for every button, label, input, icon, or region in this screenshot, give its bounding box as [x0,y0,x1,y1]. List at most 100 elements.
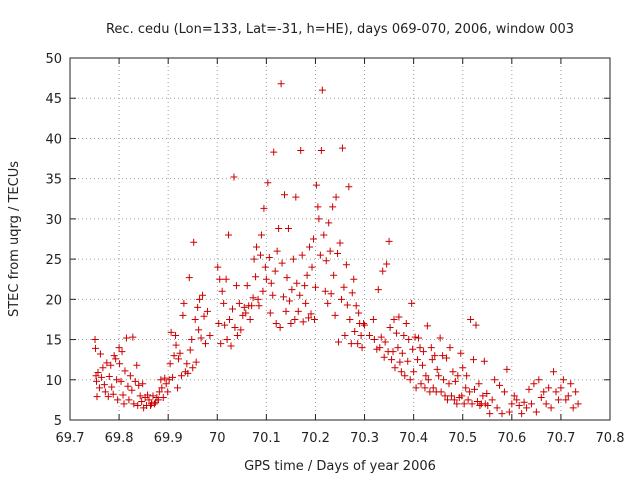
y-tick-label: 15 [45,334,62,349]
data-point [513,396,521,404]
data-point [520,398,528,406]
data-point [240,303,248,311]
data-point [158,384,166,392]
data-point [347,340,355,348]
data-point [423,322,431,330]
x-tick-label: 69.9 [154,431,183,446]
data-point [296,291,304,299]
data-point [431,352,439,360]
data-point [233,332,241,340]
data-point [125,396,133,404]
x-tick-label: 70.1 [252,431,281,446]
data-point [176,349,184,357]
y-tick-label: 45 [45,92,62,107]
data-point [418,361,426,369]
data-point [246,315,254,323]
data-point [267,279,275,287]
x-tick-label: 70.8 [596,431,625,446]
data-point [445,380,453,388]
data-point [134,402,142,410]
data-point [400,332,408,340]
data-point [96,350,104,358]
data-point [177,372,185,380]
data-point [409,345,417,353]
data-point [410,368,418,376]
data-point [283,274,291,282]
data-point [444,396,452,404]
data-point [377,333,385,341]
data-point [231,323,239,331]
data-point [97,373,105,381]
data-point [348,289,356,297]
data-point [261,263,269,271]
data-point [264,179,272,187]
data-point [468,400,476,408]
data-point [402,319,410,327]
x-tick-label: 70.4 [399,431,428,446]
data-point [515,402,523,410]
data-point [421,384,429,392]
data-point [480,357,488,365]
data-point [270,148,278,156]
data-point [401,372,409,380]
data-point [94,369,102,377]
data-point [115,344,123,352]
data-point [550,368,558,376]
data-point [315,215,323,223]
data-point [139,380,147,388]
data-point [101,388,109,396]
data-point [196,295,204,303]
data-point [441,392,449,400]
data-point [354,340,362,348]
data-point [447,392,455,400]
data-point [199,291,207,299]
data-point [154,396,162,404]
data-point [122,334,130,342]
data-point [131,377,139,385]
data-point [135,381,143,389]
y-tick-label: 5 [54,414,62,429]
data-point [449,368,457,376]
data-point [273,247,281,255]
data-point [433,365,441,373]
data-point [472,321,480,329]
data-point [250,255,258,263]
data-point [365,332,373,340]
data-point [172,332,180,340]
data-point [293,279,301,287]
data-point [272,319,280,327]
data-point [116,360,124,368]
data-point [383,260,391,268]
data-point [453,400,461,408]
data-point [237,326,245,334]
data-point [170,352,178,360]
data-point [297,147,305,155]
data-point [92,344,100,352]
data-points [91,80,582,418]
data-point [314,203,322,211]
data-point [463,372,471,380]
data-point [458,392,466,400]
data-point [114,396,122,404]
data-point [167,328,175,336]
data-point [113,376,121,384]
data-point [331,311,339,319]
data-point [318,86,326,94]
data-point [562,396,570,404]
data-point [322,257,330,265]
data-point [429,384,437,392]
data-point [302,299,310,307]
data-point [436,334,444,342]
data-point [129,333,137,341]
data-point [118,348,126,356]
data-point [496,381,504,389]
data-point [282,307,290,315]
y-tick-label: 50 [45,52,62,67]
y-tick-label: 10 [45,374,62,389]
data-point [124,382,132,390]
data-point [306,243,314,251]
data-point [391,364,399,372]
data-point [342,261,350,269]
data-point [422,372,430,380]
data-point [374,286,382,294]
